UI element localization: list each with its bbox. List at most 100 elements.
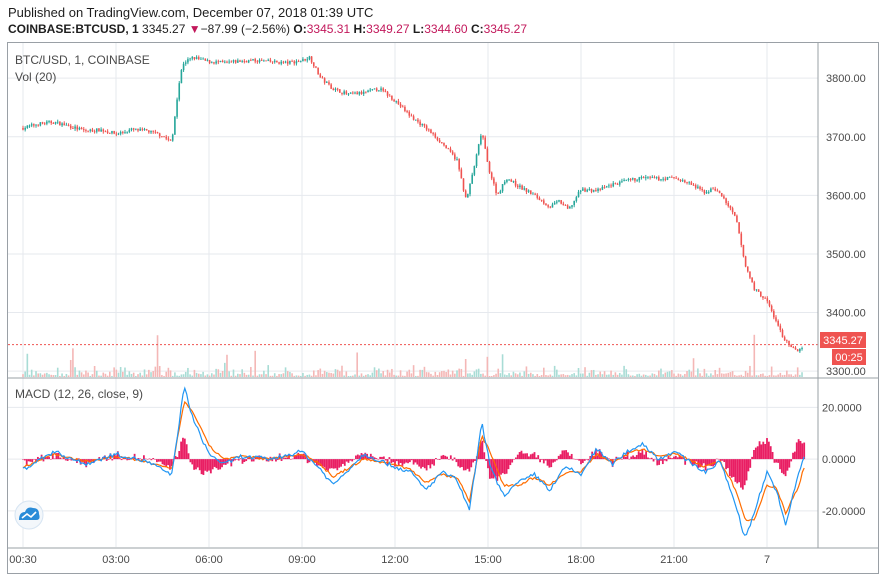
price-axis[interactable]: 3300.00 3400.00 3500.00 3600.00 3700.00 3800.… bbox=[826, 73, 866, 378]
histogram-bar bbox=[50, 459, 52, 460]
volume-bar bbox=[117, 372, 120, 377]
histogram-bar bbox=[600, 452, 603, 460]
time-tick-label: 06:00 bbox=[195, 554, 223, 566]
candle-body bbox=[380, 88, 382, 91]
candle-body bbox=[332, 88, 335, 91]
volume-bar bbox=[694, 375, 697, 377]
candle-body bbox=[551, 204, 554, 208]
candle-body bbox=[473, 166, 476, 175]
candle-body bbox=[686, 182, 688, 184]
volume-bar bbox=[603, 371, 606, 377]
candle-body bbox=[532, 193, 534, 195]
candle-body bbox=[391, 95, 393, 100]
candle-body bbox=[558, 200, 560, 202]
volume-bar bbox=[527, 373, 530, 377]
volume-bar bbox=[684, 373, 686, 377]
volume-bar bbox=[451, 370, 454, 377]
tradingview-cloud-icon[interactable] bbox=[14, 500, 44, 530]
volume-bar bbox=[208, 375, 211, 377]
histogram-bar bbox=[639, 452, 642, 460]
volume-bar bbox=[85, 370, 87, 377]
histogram-bar bbox=[488, 459, 491, 479]
volume-bar bbox=[65, 373, 68, 377]
volume-bar bbox=[788, 374, 790, 377]
histogram-bar bbox=[661, 459, 664, 465]
volume-bar bbox=[128, 371, 131, 377]
histogram-bar bbox=[390, 459, 393, 463]
histogram-bar bbox=[193, 459, 196, 470]
candle-body bbox=[464, 190, 467, 198]
candle-body bbox=[573, 200, 575, 206]
histogram-bar bbox=[358, 455, 361, 460]
candle-body bbox=[553, 202, 556, 205]
volume-bar bbox=[221, 371, 224, 377]
histogram-bar bbox=[585, 459, 588, 460]
histogram-bar bbox=[405, 459, 408, 463]
histogram-bar bbox=[128, 459, 130, 461]
histogram-bar bbox=[613, 459, 616, 460]
volume-bar bbox=[213, 374, 215, 377]
volume-bar bbox=[230, 375, 233, 377]
volume-bar bbox=[184, 371, 187, 377]
volume-bar bbox=[760, 373, 762, 377]
candle-body bbox=[525, 188, 528, 192]
macd-line bbox=[22, 386, 805, 536]
macd-axis[interactable]: 20.0000 0.0000 -20.0000 bbox=[822, 402, 865, 517]
volume-bar bbox=[495, 373, 497, 377]
volume-bar bbox=[206, 374, 209, 377]
volume-bar bbox=[126, 374, 128, 377]
macd-tick-label: -20.0000 bbox=[822, 506, 865, 518]
histogram-bar bbox=[451, 459, 454, 461]
histogram-bar bbox=[500, 459, 502, 475]
histogram-bar bbox=[535, 457, 538, 460]
histogram-bar bbox=[498, 459, 501, 477]
volume-bar bbox=[714, 370, 717, 377]
histogram-bar bbox=[195, 459, 197, 470]
volume-bar bbox=[725, 373, 727, 377]
histogram-bar bbox=[485, 459, 488, 461]
histogram-bar bbox=[315, 459, 318, 467]
price-tick-label: 3300.00 bbox=[826, 366, 866, 378]
histogram-bar bbox=[464, 459, 467, 471]
volume-bar bbox=[72, 348, 74, 377]
candle-body bbox=[412, 116, 415, 120]
histogram-bar bbox=[291, 458, 294, 460]
histogram-bar bbox=[669, 457, 672, 460]
candle-body bbox=[608, 185, 610, 187]
candle-body bbox=[241, 61, 243, 62]
volume-bar bbox=[677, 373, 680, 377]
candle-body bbox=[184, 62, 187, 64]
volume-bar bbox=[799, 374, 801, 377]
histogram-bar bbox=[395, 459, 398, 462]
histogram-bar bbox=[436, 459, 439, 460]
histogram-bar bbox=[202, 459, 205, 475]
candle-body bbox=[634, 178, 636, 181]
time-tick-label: 09:00 bbox=[288, 554, 316, 566]
candle-body bbox=[699, 186, 701, 189]
candle-body bbox=[243, 61, 246, 62]
histogram-bar bbox=[46, 456, 49, 460]
candle-body bbox=[293, 61, 296, 64]
volume-label: Vol (20) bbox=[15, 70, 57, 84]
candle-body bbox=[30, 124, 33, 126]
candle-body bbox=[508, 179, 510, 181]
candle-body bbox=[681, 180, 684, 182]
candle-body bbox=[460, 169, 463, 179]
histogram-bar bbox=[542, 459, 545, 464]
candle-body bbox=[571, 205, 573, 207]
candle-body bbox=[534, 193, 536, 195]
volume-bar bbox=[664, 372, 667, 377]
candle-body bbox=[673, 177, 675, 178]
volume-bar bbox=[143, 369, 146, 377]
histogram-bar bbox=[578, 459, 581, 461]
histogram-bar bbox=[474, 459, 476, 461]
volume-bar bbox=[319, 368, 322, 377]
price-change: −87.99 (−2.56%) bbox=[200, 22, 291, 36]
time-axis[interactable]: 00:30 03:00 06:00 09:00 12:00 15:00 18:00 21:00… bbox=[9, 554, 770, 566]
histogram-bar bbox=[671, 458, 674, 460]
histogram-bar bbox=[576, 459, 579, 460]
price-pane-title: BTC/USD, 1, COINBASE bbox=[15, 53, 150, 67]
candle-body bbox=[454, 154, 456, 160]
histogram-bar bbox=[299, 454, 302, 460]
